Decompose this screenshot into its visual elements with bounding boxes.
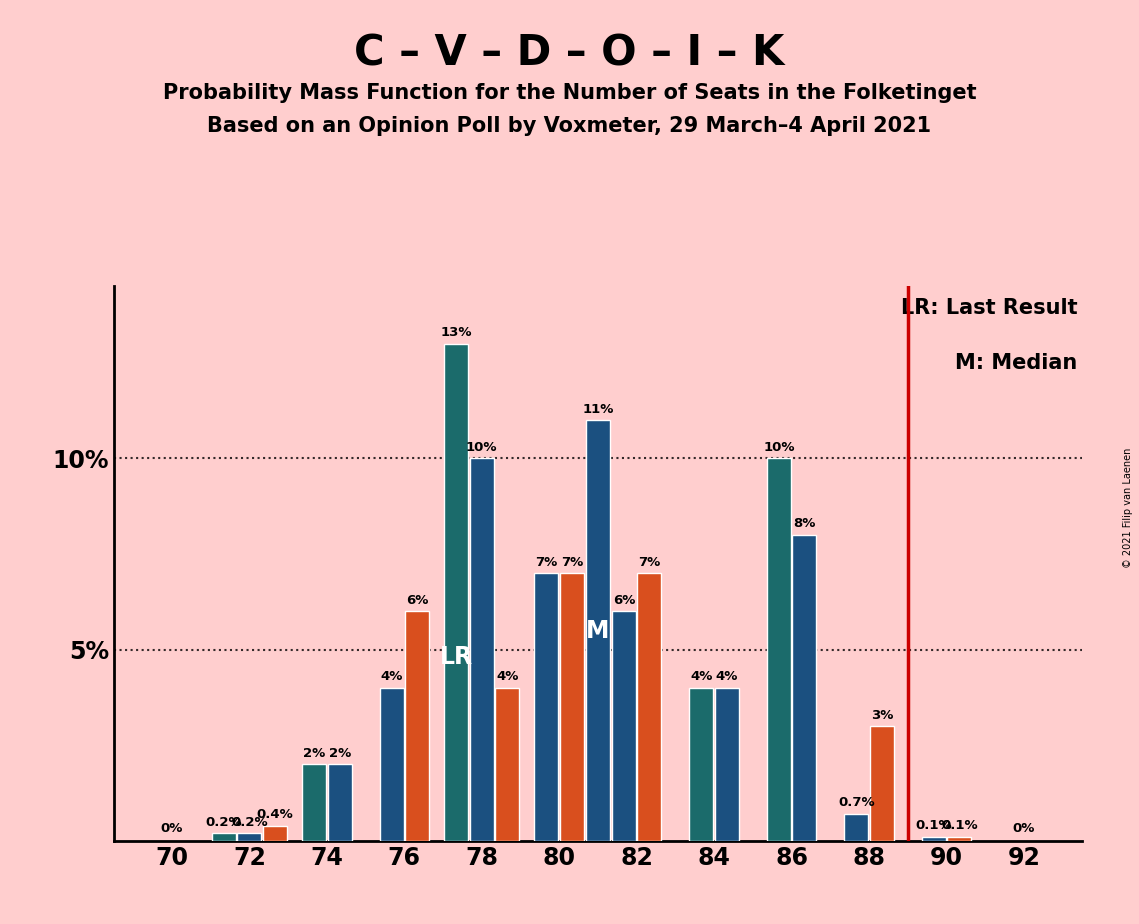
Bar bbox=[844, 814, 868, 841]
Bar bbox=[612, 612, 636, 841]
Bar bbox=[585, 420, 611, 841]
Bar bbox=[638, 573, 662, 841]
Bar bbox=[405, 612, 429, 841]
Text: 6%: 6% bbox=[405, 594, 428, 607]
Bar bbox=[237, 833, 262, 841]
Text: 10%: 10% bbox=[466, 441, 498, 454]
Bar bbox=[379, 687, 403, 841]
Text: 0.2%: 0.2% bbox=[231, 816, 268, 829]
Bar bbox=[495, 687, 519, 841]
Text: LR: Last Result: LR: Last Result bbox=[901, 298, 1077, 318]
Text: 8%: 8% bbox=[793, 517, 816, 530]
Bar bbox=[444, 344, 468, 841]
Text: 7%: 7% bbox=[560, 555, 583, 568]
Bar bbox=[212, 833, 236, 841]
Text: 0.4%: 0.4% bbox=[256, 808, 294, 821]
Text: 2%: 2% bbox=[303, 747, 326, 760]
Bar bbox=[715, 687, 739, 841]
Text: 13%: 13% bbox=[441, 326, 472, 339]
Text: 4%: 4% bbox=[380, 670, 403, 684]
Bar bbox=[948, 837, 972, 841]
Text: 4%: 4% bbox=[690, 670, 713, 684]
Text: 7%: 7% bbox=[535, 555, 558, 568]
Bar bbox=[534, 573, 558, 841]
Text: 7%: 7% bbox=[638, 555, 661, 568]
Text: Probability Mass Function for the Number of Seats in the Folketinget: Probability Mass Function for the Number… bbox=[163, 83, 976, 103]
Text: 3%: 3% bbox=[870, 709, 893, 722]
Text: 0.1%: 0.1% bbox=[941, 820, 977, 833]
Text: M: M bbox=[587, 618, 609, 642]
Bar bbox=[870, 726, 894, 841]
Text: © 2021 Filip van Laenen: © 2021 Filip van Laenen bbox=[1123, 448, 1133, 568]
Text: M: Median: M: Median bbox=[954, 353, 1077, 373]
Bar bbox=[469, 458, 494, 841]
Bar bbox=[921, 837, 945, 841]
Bar bbox=[793, 535, 817, 841]
Bar bbox=[263, 825, 287, 841]
Text: LR: LR bbox=[440, 645, 473, 669]
Text: 0%: 0% bbox=[1013, 822, 1035, 835]
Text: 0%: 0% bbox=[161, 822, 183, 835]
Text: 0.7%: 0.7% bbox=[838, 796, 875, 809]
Text: C – V – D – O – I – K: C – V – D – O – I – K bbox=[354, 32, 785, 74]
Text: 2%: 2% bbox=[328, 747, 351, 760]
Bar bbox=[302, 764, 326, 841]
Text: 11%: 11% bbox=[582, 403, 614, 416]
Text: 0.1%: 0.1% bbox=[916, 820, 952, 833]
Bar bbox=[689, 687, 713, 841]
Text: 4%: 4% bbox=[497, 670, 518, 684]
Bar bbox=[560, 573, 584, 841]
Bar bbox=[767, 458, 790, 841]
Text: Based on an Opinion Poll by Voxmeter, 29 March–4 April 2021: Based on an Opinion Poll by Voxmeter, 29… bbox=[207, 116, 932, 136]
Text: 10%: 10% bbox=[763, 441, 795, 454]
Bar bbox=[328, 764, 352, 841]
Text: 6%: 6% bbox=[613, 594, 636, 607]
Text: 0.2%: 0.2% bbox=[205, 816, 243, 829]
Text: 4%: 4% bbox=[715, 670, 738, 684]
